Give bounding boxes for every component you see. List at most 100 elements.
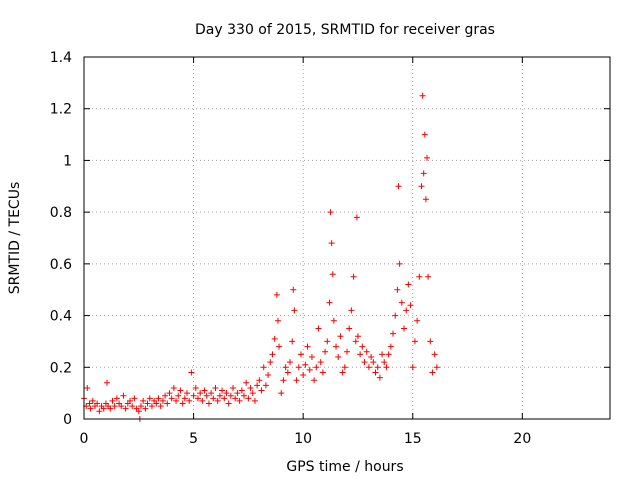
data-point [84,384,91,391]
data-point [379,351,386,358]
data-point [418,183,425,190]
data-point [111,403,118,410]
y-tick-label: 1 [63,153,72,169]
data-point [190,392,197,399]
data-point [295,364,302,371]
data-point [87,405,94,412]
data-point [223,390,230,397]
data-point [293,377,300,384]
y-tick-label: 0.6 [50,257,72,273]
data-point [353,214,360,221]
x-tick-label: 5 [189,431,198,447]
data-point [300,372,307,379]
data-point [129,403,136,410]
data-point [142,405,149,412]
data-point [155,395,162,402]
data-point [192,384,199,391]
data-point [86,400,93,407]
data-point [184,390,191,397]
y-tick-label: 1.2 [50,102,72,118]
data-point [350,273,357,280]
data-point [181,395,188,402]
x-tick-label: 15 [404,431,422,447]
data-point [100,405,107,412]
data-point [166,390,173,397]
data-point [164,400,171,407]
data-point [177,387,184,394]
data-point [339,369,346,376]
data-point [127,397,134,404]
data-point [337,333,344,340]
data-point [308,353,315,360]
chart-title: Day 330 of 2015, SRMTID for receiver gra… [195,22,495,38]
y-tick-label: 0 [63,412,72,428]
data-point [352,338,359,345]
data-point [427,338,434,345]
data-point [274,317,281,324]
data-point [137,403,144,410]
data-point [326,299,333,306]
x-axis-label: GPS time / hours [286,459,403,475]
data-point [335,353,342,360]
x-tick-label: 20 [513,431,531,447]
data-point [205,400,212,407]
data-point [282,364,289,371]
data-point [262,382,269,389]
data-point [265,372,272,379]
data-point [96,408,103,415]
x-tick-labels: 0 5 10 15 20 [80,431,532,447]
data-point [348,307,355,314]
y-tick-label: 0.2 [50,360,72,376]
data-point [140,397,147,404]
data-point [395,183,402,190]
plot-frame [83,56,611,420]
data-point [109,397,116,404]
data-point [392,312,399,319]
data-point [381,359,388,366]
data-point [210,395,217,402]
data-point [407,302,414,309]
data-point [425,273,432,280]
data-point [394,286,401,293]
data-point [232,395,239,402]
data-point [260,364,267,371]
data-point [416,273,423,280]
y-tick-label: 1.4 [50,50,72,66]
data-point [120,392,127,399]
data-point [368,353,375,360]
data-point [429,369,436,376]
x-tick-label: 10 [294,431,312,447]
data-point [146,395,153,402]
data-point [159,397,166,404]
data-point [280,377,287,384]
data-point [247,384,254,391]
y-axis-label: SRMTID / TECUs [7,182,23,295]
data-point [302,361,309,368]
data-point [400,325,407,332]
data-point [170,384,177,391]
data-point [289,338,296,345]
data-point [284,369,291,376]
data-point [197,390,204,397]
data-point [168,395,175,402]
data-point [313,364,320,371]
data-point [208,390,215,397]
data-point [390,330,397,337]
data-point [346,325,353,332]
data-point [278,390,285,397]
data-point [267,359,274,366]
data-point [107,405,114,412]
data-point [94,400,101,407]
data-point [419,92,426,99]
data-point [344,348,350,355]
data-point [405,281,412,288]
data-point [311,377,318,384]
data-point [225,400,232,407]
data-point [376,374,383,381]
data-point [173,397,180,404]
data-point [317,359,324,366]
data-point [256,377,263,384]
y-tick-labels: 0 0.2 0.4 0.6 0.8 1 1.2 1.4 [50,50,72,428]
data-point [221,395,228,402]
data-point [387,343,394,350]
